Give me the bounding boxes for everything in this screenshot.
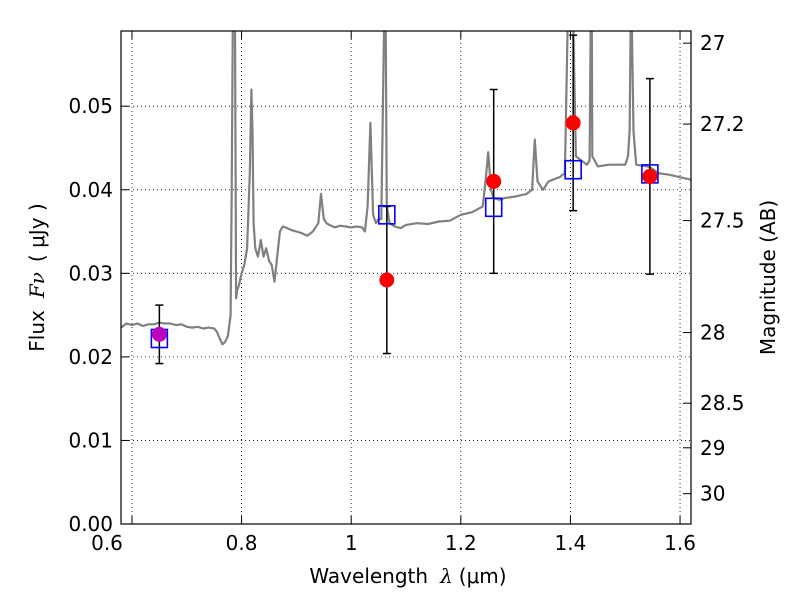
y-tick-label: 0.03 xyxy=(68,261,113,285)
model-square-marker xyxy=(378,205,396,225)
y-axis-title-unit: ( μJy ) xyxy=(25,203,49,262)
y2-tick-label: 30 xyxy=(700,482,725,506)
spectrum-line xyxy=(121,31,691,346)
observed-flux-point xyxy=(486,173,502,189)
y-axis-title-prefix: Flux xyxy=(25,310,49,352)
y-axis-title-symbol: Fν xyxy=(25,272,49,299)
x-axis-title-unit: (μm) xyxy=(459,564,507,588)
y2-tick-label: 29 xyxy=(700,436,725,460)
y-axis-title: Flux Fν ( μJy ) xyxy=(25,203,49,351)
model-square-marker xyxy=(564,159,582,180)
x-tick-label: 1.4 xyxy=(555,531,587,555)
data-markers xyxy=(150,115,659,349)
y2-axis-title: Magnitude (AB) xyxy=(756,200,780,355)
ticks: 0.8 1 1.2 1.4 1.6 0.60.00 0.01 0.02 0.03 0.04 0.05… xyxy=(68,31,745,555)
y2-tick-label: 27.5 xyxy=(700,209,745,233)
plot-frame xyxy=(120,30,692,525)
x-tick-label: 1.6 xyxy=(664,531,696,555)
x-axis-title-prefix: Wavelength xyxy=(309,564,428,588)
y-tick-label: 0.02 xyxy=(68,345,113,369)
y2-tick-label: 27 xyxy=(700,31,725,55)
model-square-marker xyxy=(484,197,503,218)
y-tick-label: 0.05 xyxy=(68,94,113,118)
observed-flux-point xyxy=(379,272,395,288)
x-tick-label: 0.6 xyxy=(91,531,123,555)
optical-flux-point xyxy=(151,326,167,342)
observed-flux-point xyxy=(642,168,658,184)
observed-flux-point xyxy=(565,115,581,131)
y-tick-label: 0.00 xyxy=(68,512,113,536)
y2-tick-label: 27.2 xyxy=(700,112,745,136)
grid xyxy=(121,31,691,525)
y2-tick-label: 28.5 xyxy=(700,391,745,415)
y-tick-label: 0.04 xyxy=(68,178,113,202)
x-tick-label: 1 xyxy=(345,531,358,555)
x-tick-label: 0.8 xyxy=(226,531,258,555)
y2-tick-label: 28 xyxy=(700,321,725,345)
x-tick-label: 1.2 xyxy=(445,531,477,555)
y-tick-label: 0.01 xyxy=(68,428,113,452)
x-axis-title: Wavelength λ (μm) xyxy=(309,564,506,588)
model-spectrum xyxy=(121,31,691,346)
x-axis-title-symbol: λ xyxy=(439,564,453,588)
